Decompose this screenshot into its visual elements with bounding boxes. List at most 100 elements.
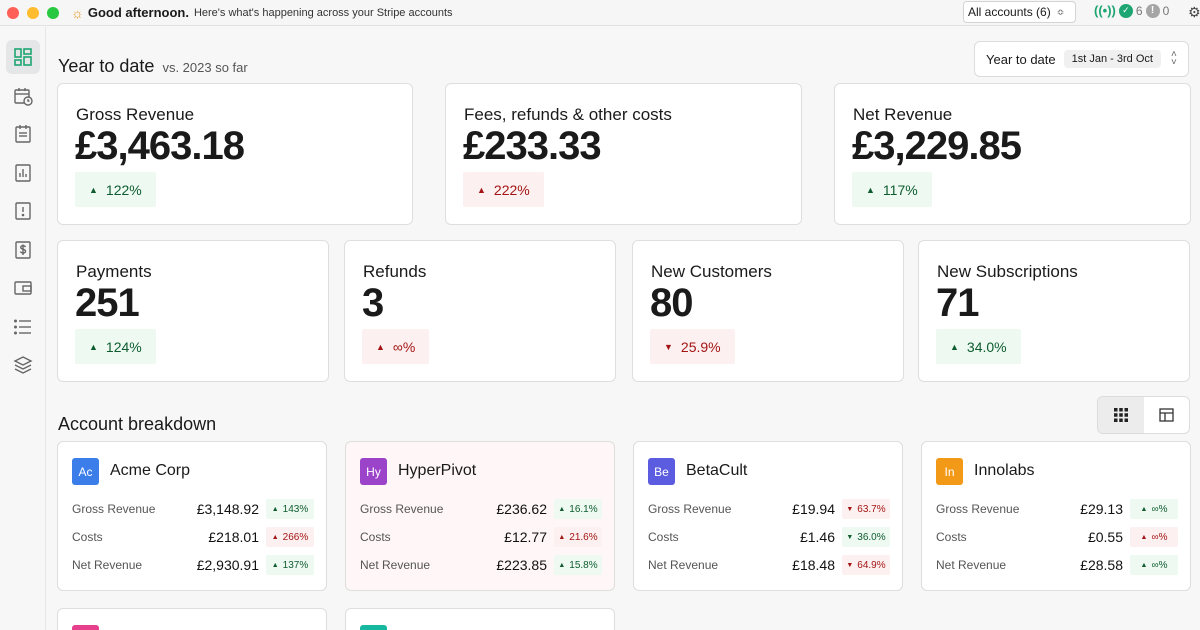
change-value: 117%: [882, 181, 918, 198]
costs-row: Costs £218.01 ▲ 266%: [72, 527, 314, 547]
arrow-up-icon: ▲: [1140, 533, 1148, 541]
change-badge: ▲ ∞%: [362, 329, 430, 364]
change-badge: ▲ 137%: [266, 555, 314, 575]
table-view-button[interactable]: [1144, 397, 1190, 433]
dollar-document-icon[interactable]: [6, 233, 40, 267]
layers-icon[interactable]: [6, 348, 40, 382]
account-card-betacult[interactable]: Be BetaCult Gross Revenue £19.94 ▼ 63.7% Co…: [633, 441, 903, 591]
account-card-hyperpivot[interactable]: Hy HyperPivot Gross Revenue £236.62 ▲ 16.1%…: [345, 441, 615, 591]
change-badge: ▲ 117%: [852, 172, 932, 207]
costs-row: Costs £0.55 ▲ ∞%: [936, 527, 1178, 547]
gear-icon[interactable]: ⚙: [1188, 4, 1200, 20]
alert-circle-icon: !: [1145, 3, 1160, 18]
row-label: Costs: [936, 530, 967, 544]
section-title-breakdown: Account breakdown: [58, 414, 217, 434]
grid-view-button[interactable]: [1098, 397, 1144, 433]
new-customers-card[interactable]: New Customers 80 ▼ 25.9%: [632, 240, 904, 382]
row-amount: £236.62: [496, 501, 547, 517]
account-card-acme[interactable]: Ac Acme Corp Gross Revenue £3,148.92 ▲ 143%…: [57, 441, 327, 591]
arrow-up-icon: ▲: [558, 533, 566, 541]
change-badge: ▲ 222%: [463, 172, 544, 207]
change-badge: ▲ 122%: [75, 172, 156, 207]
net-revenue-row: Net Revenue £18.48 ▼ 64.9%: [648, 555, 890, 575]
arrow-up-icon: ▲: [271, 505, 279, 513]
window-controls: [7, 6, 59, 19]
account-card-innolabs[interactable]: In Innolabs Gross Revenue £29.13 ▲ ∞% Costs…: [921, 441, 1191, 591]
arrow-up-icon: ▲: [866, 184, 875, 195]
account-select-value: All accounts (6): [968, 5, 1051, 19]
chart-report-icon[interactable]: [6, 156, 40, 190]
row-amount: £2,930.91: [196, 557, 259, 573]
change-badge: ▲ 143%: [266, 499, 314, 519]
arrow-up-icon: ▲: [271, 561, 279, 569]
change-value: 122%: [105, 181, 142, 198]
row-label: Gross Revenue: [648, 502, 732, 516]
change-badge: ▲ 16.1%: [554, 499, 602, 519]
sun-icon: ☼: [71, 4, 84, 21]
arrow-up-icon: ▲: [950, 341, 959, 352]
row-label: Gross Revenue: [360, 502, 444, 516]
zoom-window-button[interactable]: [47, 6, 59, 19]
row-amount: £0.55: [1087, 529, 1123, 545]
greeting: ☼ Good afternoon. Here's what's happenin…: [71, 5, 453, 21]
change-badge: ▲ 21.6%: [554, 527, 602, 547]
home-dashboard-icon[interactable]: [6, 40, 40, 74]
chevron-updown-icon: ≎: [1056, 6, 1065, 17]
change-badge: ▼ 64.9%: [842, 555, 890, 575]
grid-icon: [1113, 408, 1128, 422]
row-amount: £18.48: [792, 557, 835, 573]
change-badge: ▲ 34.0%: [936, 329, 1021, 364]
account-name: Acme Corp: [110, 462, 191, 479]
card-value: 80: [650, 281, 693, 325]
clipboard-icon[interactable]: [6, 117, 40, 151]
account-logo: Be: [648, 458, 675, 485]
alert-document-icon[interactable]: [6, 194, 40, 228]
change-badge: ▲ 266%: [266, 527, 314, 547]
close-window-button[interactable]: [7, 6, 19, 19]
gross-revenue-row: Gross Revenue £29.13 ▲ ∞%: [936, 499, 1178, 519]
change-value: 266%: [282, 531, 309, 543]
arrow-down-icon: ▼: [846, 505, 854, 513]
gross-revenue-row: Gross Revenue £236.62 ▲ 16.1%: [360, 499, 602, 519]
calendar-clock-icon[interactable]: [6, 79, 40, 113]
net-revenue-card[interactable]: Net Revenue £3,229.85 ▲ 117%: [834, 83, 1191, 225]
payments-card[interactable]: Payments 251 ▲ 124%: [57, 240, 329, 382]
row-label: Costs: [360, 530, 391, 544]
change-badge: ▲ 15.8%: [554, 555, 602, 575]
account-card-partial[interactable]: [57, 608, 327, 630]
ytd-title: Year to date: [58, 56, 155, 76]
change-value: 137%: [282, 559, 309, 571]
minimize-window-button[interactable]: [27, 6, 39, 19]
date-range-picker[interactable]: Year to date 1st Jan - 3rd Oct ˄ ˅: [974, 41, 1189, 77]
row-label: Net Revenue: [648, 558, 719, 572]
change-value: 222%: [493, 181, 530, 198]
broadcast-icon: ((•)): [1094, 3, 1116, 18]
card-title: New Customers: [651, 262, 772, 281]
status-indicators[interactable]: ((•)) ✓ 6 ! 0: [1094, 3, 1169, 18]
arrow-up-icon: ▲: [558, 561, 566, 569]
list-icon[interactable]: [6, 310, 40, 344]
arrow-up-icon: ▲: [271, 533, 279, 541]
fees-refunds-card[interactable]: Fees, refunds & other costs £233.33 ▲ 222…: [445, 83, 802, 225]
refunds-card[interactable]: Refunds 3 ▲ ∞%: [344, 240, 616, 382]
section-title-ytd: Year to date vs. 2023 so far: [58, 56, 248, 77]
gross-revenue-card[interactable]: Gross Revenue £3,463.18 ▲ 122%: [57, 83, 413, 225]
arrow-up-icon: ▲: [89, 341, 98, 352]
change-value: 34.0%: [966, 338, 1007, 355]
card-title: Fees, refunds & other costs: [464, 105, 672, 124]
net-revenue-row: Net Revenue £223.85 ▲ 15.8%: [360, 555, 602, 575]
row-label: Gross Revenue: [936, 502, 1020, 516]
check-circle-icon: ✓: [1118, 3, 1133, 18]
account-select[interactable]: All accounts (6) ≎: [963, 1, 1076, 23]
change-value: ∞%: [392, 338, 416, 355]
range-value: 1st Jan - 3rd Oct: [1063, 50, 1161, 68]
card-title: Refunds: [363, 262, 427, 281]
wallet-icon[interactable]: [6, 271, 40, 305]
new-subscriptions-card[interactable]: New Subscriptions 71 ▲ 34.0%: [918, 240, 1190, 382]
arrow-up-icon: ▲: [558, 505, 566, 513]
account-card-partial[interactable]: [345, 608, 615, 630]
row-amount: £1.46: [799, 529, 835, 545]
row-label: Net Revenue: [360, 558, 431, 572]
ytd-compare: vs. 2023 so far: [162, 60, 248, 75]
card-title: New Subscriptions: [937, 262, 1078, 281]
